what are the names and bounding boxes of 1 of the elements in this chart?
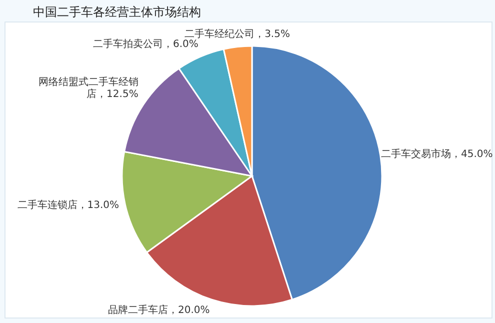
chart-title: 中国二手车各经营主体市场结构 [33, 4, 201, 21]
